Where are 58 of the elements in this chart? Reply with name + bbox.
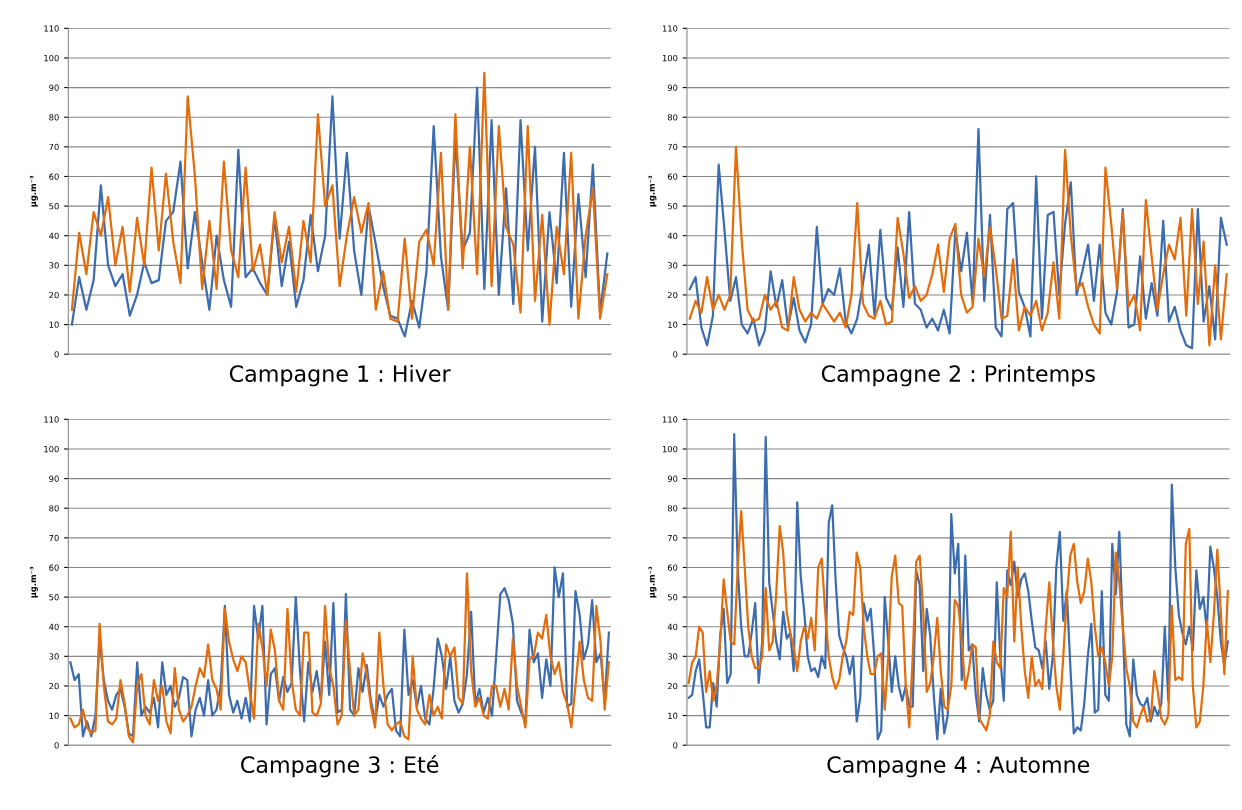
y-tick-label: 0 [673,351,678,358]
y-tick-label: 30 [667,653,678,660]
y-tick-label: 40 [49,232,59,239]
y-tick-label: 40 [667,623,678,630]
y-tick-label: 20 [667,682,678,690]
y-tick-label: 0 [673,742,678,749]
y-tick-label: 110 [44,25,59,32]
y-tick-label: 80 [667,114,678,121]
y-tick-label: 100 [44,54,59,62]
y-tick-label: 0 [54,742,59,749]
y-tick-label: 10 [49,712,59,719]
text: Campagne 2 : Printemps [821,364,1095,387]
y-tick-label: 60 [667,564,678,571]
text: Campagne 1 : Hiver [229,364,451,387]
y-tick-label: 90 [667,475,678,482]
y-tick-label: 50 [49,594,59,601]
y-tick-label: 80 [49,114,59,121]
y-tick-label: 60 [49,564,59,571]
y-tick-label: 70 [667,143,678,151]
y-tick-label: 100 [44,445,59,453]
y-tick-label: 110 [44,416,59,423]
y-tick-label: 50 [667,594,678,601]
y-tick-label: 40 [667,232,678,239]
y-tick-label: 50 [667,203,678,210]
text: Campagne 4 : Automne [827,756,1090,778]
line-series [687,510,1229,732]
y-tick-label: 20 [667,291,678,299]
y-tick-label: 90 [49,84,59,91]
y-tick-label: 80 [667,505,678,512]
y-axis-title: µg.m⁻³ [29,566,38,598]
y-tick-label: 90 [667,84,678,91]
line-series [687,433,1229,741]
y-tick-label: 60 [667,173,678,180]
y-tick-label: 110 [662,25,678,32]
y-axis-title: µg.m⁻³ [648,566,657,598]
y-tick-label: 100 [662,54,678,62]
y-tick-label: 70 [49,143,59,151]
y-tick-label: 70 [49,534,59,542]
y-tick-label: 0 [54,351,59,358]
y-tick-label: 30 [667,262,678,269]
y-axis-title: µg.m⁻³ [29,175,38,207]
y-tick-label: 70 [667,534,678,542]
y-axis-title: µg.m⁻³ [648,175,657,207]
y-tick-label: 30 [49,653,59,660]
y-tick-label: 10 [668,712,678,719]
y-tick-label: 30 [49,262,59,269]
y-tick-label: 10 [49,321,59,328]
y-tick-label: 80 [49,505,59,512]
y-tick-label: 20 [49,682,59,690]
y-tick-label: 20 [49,291,59,299]
text: Campagne 3 : Eté [241,754,439,778]
y-tick-label: 40 [49,623,59,630]
y-tick-label: 10 [668,321,678,328]
y-tick-label: 110 [662,416,678,423]
y-tick-label: 50 [49,203,59,210]
y-tick-label: 100 [662,445,678,453]
y-tick-label: 90 [49,475,59,482]
y-tick-label: 60 [49,173,59,180]
